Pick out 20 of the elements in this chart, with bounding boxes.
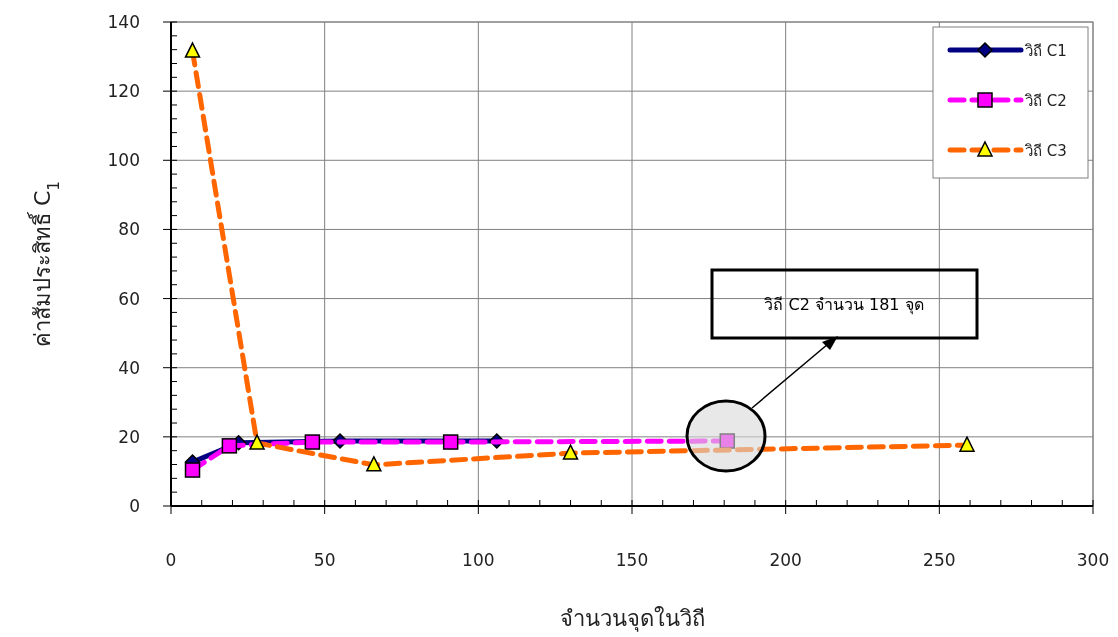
y-tick-label: 140 <box>107 12 140 32</box>
y-tick-label: 80 <box>118 219 140 240</box>
x-tick-label: 0 <box>165 550 177 570</box>
x-tick-label: 200 <box>769 550 802 570</box>
y-tick-label: 60 <box>118 288 140 309</box>
x-tick-label: 50 <box>313 550 336 570</box>
x-tick-label: 250 <box>923 550 956 570</box>
legend-label: วิถี C2 <box>1024 92 1067 110</box>
legend-label: วิถี C3 <box>1024 142 1067 160</box>
x-tick-label: 150 <box>615 550 649 570</box>
y-tick-label: 100 <box>107 150 140 171</box>
annotation: วิถี C2 จำนวน 181 จุด <box>764 295 924 315</box>
x-tick-label: 100 <box>462 550 495 570</box>
y-tick-label: 20 <box>118 426 140 447</box>
legend-label: วิถี C1 <box>1024 42 1067 60</box>
x-tick-label: 300 <box>1076 550 1110 570</box>
y-tick-label: 0 <box>129 496 140 516</box>
x-axis-title: จำนวนจุดในวิถี <box>559 606 705 632</box>
y-tick-label: 120 <box>107 81 140 102</box>
y-tick-label: 40 <box>118 357 140 378</box>
